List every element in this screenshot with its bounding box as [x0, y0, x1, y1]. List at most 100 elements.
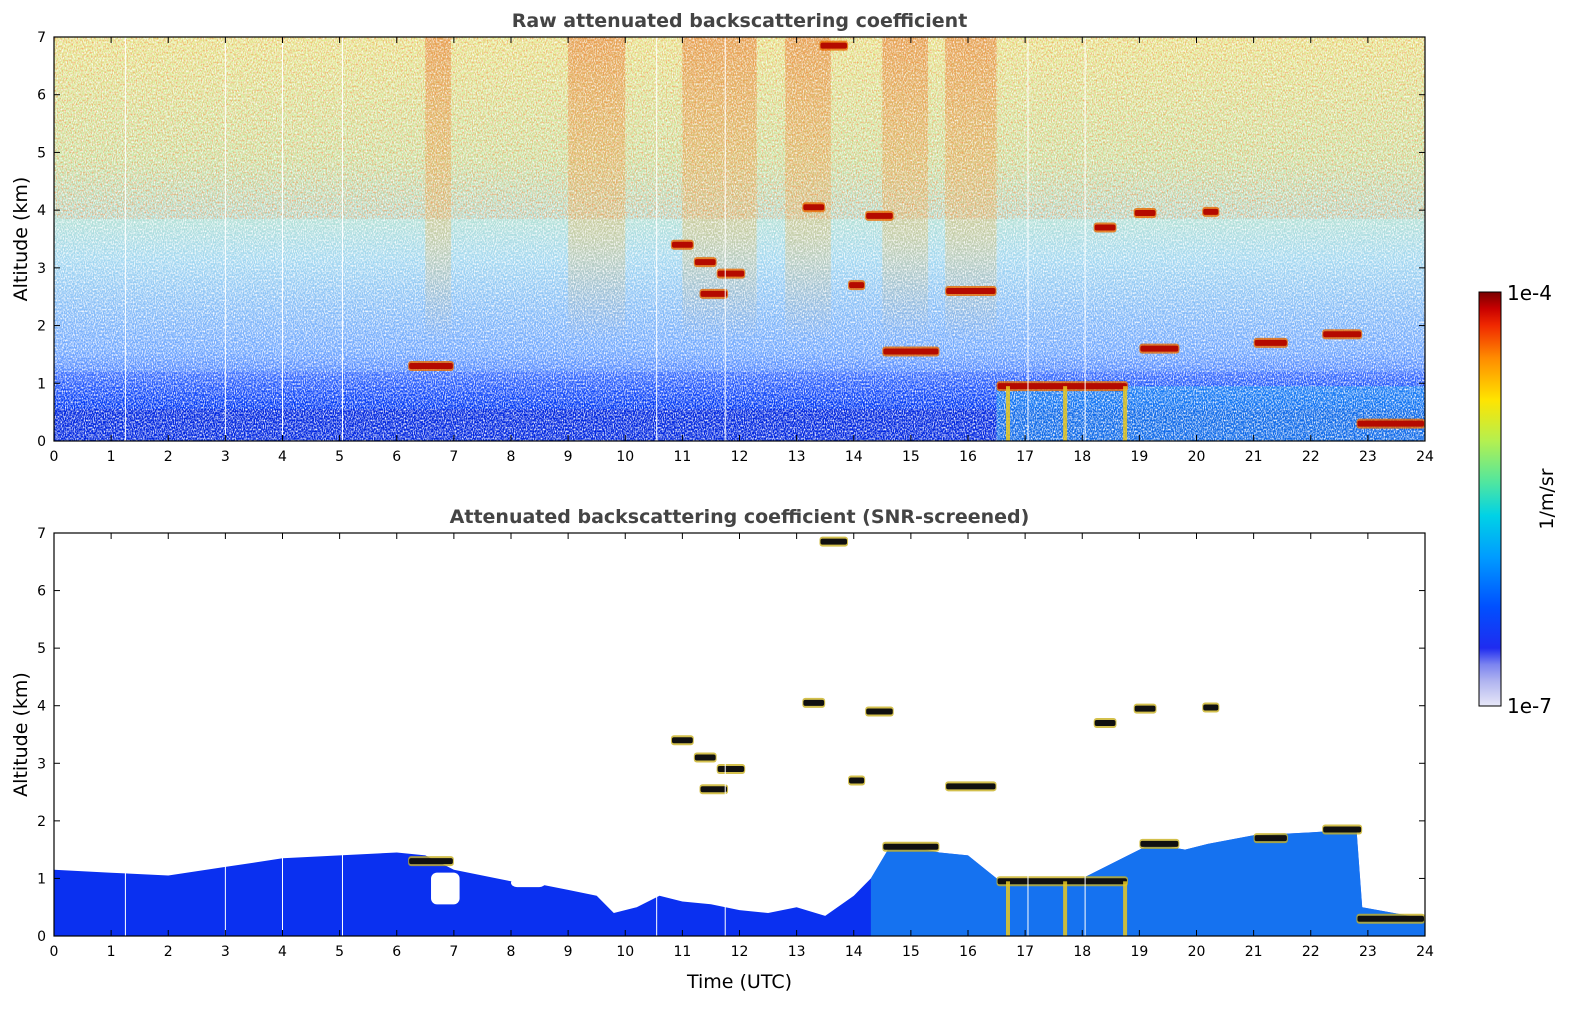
- y-axis-label: Altitude (km): [10, 672, 32, 797]
- cloud: [820, 42, 848, 49]
- cloud: [997, 383, 1127, 390]
- cloud: [1140, 840, 1179, 847]
- colorbar-unit-label: 1/m/sr: [1536, 468, 1558, 529]
- cloud: [883, 843, 939, 850]
- cloud: [946, 287, 996, 294]
- y-tick-label: 2: [37, 814, 46, 830]
- x-tick-label: 3: [221, 944, 230, 960]
- cloud: [1357, 915, 1424, 922]
- x-tick-label: 12: [731, 449, 749, 465]
- x-tick-label: 14: [845, 449, 863, 465]
- x-tick-label: 13: [788, 944, 806, 960]
- x-tick-label: 16: [959, 944, 977, 960]
- y-axis-label: Altitude (km): [10, 177, 32, 302]
- x-tick-label: 1: [107, 944, 116, 960]
- cloud: [803, 204, 825, 211]
- y-tick-label: 6: [37, 584, 46, 600]
- x-tick-label: 19: [1130, 449, 1148, 465]
- x-tick-label: 5: [335, 944, 344, 960]
- x-tick-label: 22: [1302, 944, 1320, 960]
- cloud: [1323, 331, 1362, 338]
- x-tick-label: 21: [1245, 449, 1263, 465]
- x-tick-label: 11: [673, 944, 691, 960]
- x-tick-label: 0: [50, 449, 59, 465]
- cloud: [409, 362, 453, 369]
- panel-1: Raw attenuated backscattering coefficien…: [10, 10, 1434, 465]
- y-tick-label: 5: [37, 145, 46, 161]
- x-tick-label: 19: [1130, 944, 1148, 960]
- heatmap-field: [54, 37, 1425, 441]
- cloud: [997, 878, 1127, 885]
- x-tick-label: 18: [1073, 449, 1091, 465]
- cloud: [1094, 224, 1116, 231]
- colorbar-frame: [1478, 291, 1502, 707]
- x-tick-label: 18: [1073, 944, 1091, 960]
- x-tick-label: 2: [164, 449, 173, 465]
- screened-gap: [511, 878, 546, 888]
- cloud: [1140, 345, 1179, 352]
- colorbar-min-label: 1e-7: [1507, 694, 1552, 718]
- screened-gap: [431, 872, 460, 905]
- x-tick-label: 3: [221, 449, 230, 465]
- y-tick-label: 3: [37, 756, 46, 772]
- cloud: [1254, 835, 1287, 842]
- cloud: [717, 766, 745, 773]
- x-axis-label: Time (UTC): [686, 971, 792, 993]
- panel-2: Attenuated backscattering coefficient (S…: [10, 506, 1434, 993]
- y-tick-label: 0: [37, 929, 46, 945]
- cloud: [883, 348, 939, 355]
- x-tick-label: 9: [564, 449, 573, 465]
- cloud: [1203, 208, 1219, 215]
- x-tick-label: 7: [449, 449, 458, 465]
- cloud: [1203, 704, 1219, 711]
- cloud: [1254, 339, 1287, 346]
- panel-title: Attenuated backscattering coefficient (S…: [450, 506, 1030, 528]
- x-tick-label: 17: [1016, 944, 1034, 960]
- y-tick-label: 2: [37, 319, 46, 335]
- y-tick-label: 1: [37, 376, 46, 392]
- cloud: [866, 212, 893, 219]
- x-tick-label: 12: [731, 944, 749, 960]
- cloud: [803, 699, 825, 706]
- x-tick-label: 20: [1188, 449, 1206, 465]
- x-tick-label: 1: [107, 449, 116, 465]
- x-tick-label: 24: [1416, 944, 1434, 960]
- cloud: [671, 241, 693, 248]
- colorbar: 1e-4 1e-7 1/m/sr: [1478, 281, 1558, 718]
- x-tick-label: 17: [1016, 449, 1034, 465]
- x-tick-label: 15: [902, 944, 920, 960]
- y-tick-label: 4: [37, 699, 46, 715]
- x-tick-label: 23: [1359, 944, 1377, 960]
- precipitation-streak: [1063, 881, 1068, 936]
- y-tick-label: 0: [37, 434, 46, 450]
- x-tick-label: 0: [50, 944, 59, 960]
- precipitation-streak: [1123, 386, 1128, 441]
- cloud: [700, 786, 728, 793]
- x-tick-label: 5: [335, 449, 344, 465]
- colorbar-gradient: [1479, 292, 1501, 706]
- colorbar-max-label: 1e-4: [1507, 281, 1552, 305]
- x-tick-label: 11: [673, 449, 691, 465]
- cloud: [1323, 826, 1362, 833]
- cloud: [700, 290, 728, 297]
- x-tick-label: 24: [1416, 449, 1434, 465]
- cloud: [820, 538, 848, 545]
- x-tick-label: 6: [392, 944, 401, 960]
- x-tick-label: 21: [1245, 944, 1263, 960]
- x-tick-label: 20: [1188, 944, 1206, 960]
- cloud: [866, 708, 893, 715]
- precipitation-streak: [1005, 386, 1010, 441]
- y-tick-label: 5: [37, 641, 46, 657]
- precipitation-streak: [1005, 881, 1010, 936]
- x-tick-label: 14: [845, 944, 863, 960]
- x-tick-label: 2: [164, 944, 173, 960]
- y-tick-label: 1: [37, 871, 46, 887]
- x-tick-label: 7: [449, 944, 458, 960]
- y-tick-label: 7: [37, 526, 46, 542]
- cloud: [1357, 420, 1424, 427]
- panel-title: Raw attenuated backscattering coefficien…: [512, 10, 968, 32]
- precipitation-streak: [1123, 881, 1128, 936]
- cloud: [694, 259, 716, 266]
- y-tick-label: 6: [37, 88, 46, 104]
